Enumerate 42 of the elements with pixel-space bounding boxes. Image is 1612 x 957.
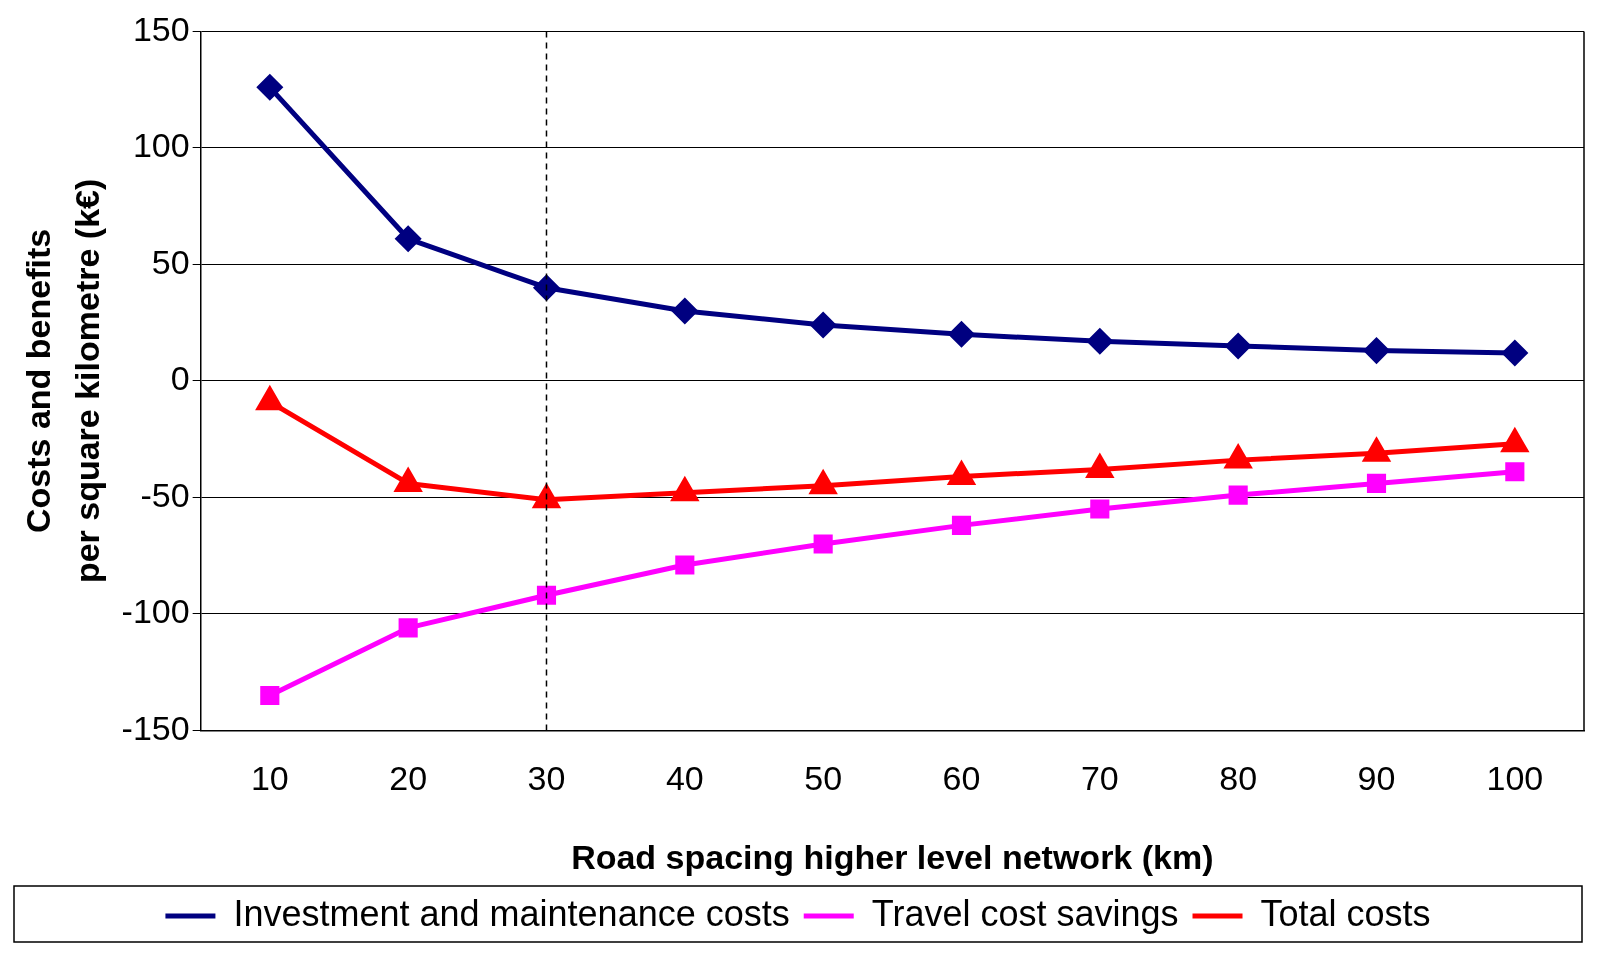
x-tick-label: 40 xyxy=(665,759,704,798)
y-tick-label: -50 xyxy=(140,475,190,514)
x-tick-label: 80 xyxy=(1219,759,1258,798)
y-tick-label: 150 xyxy=(132,9,190,48)
point xyxy=(1228,485,1248,505)
point xyxy=(533,275,559,301)
point xyxy=(1090,499,1110,519)
point xyxy=(395,226,421,252)
point xyxy=(1505,462,1525,482)
point xyxy=(398,618,418,638)
point xyxy=(675,555,695,575)
x-tick-label: 50 xyxy=(804,759,843,798)
x-tick-label: 10 xyxy=(250,759,289,798)
point xyxy=(1366,473,1387,493)
y-tick-label: 0 xyxy=(170,359,190,398)
point xyxy=(1364,338,1389,364)
y-tick-label: 100 xyxy=(132,126,190,165)
y-axis-title: Costs and benefits per square kilometre (k€) xyxy=(19,178,107,584)
legend-label: Total costs xyxy=(1260,892,1431,934)
point xyxy=(536,585,557,605)
y-tick-label: -100 xyxy=(121,592,190,631)
point xyxy=(672,298,698,324)
x-axis-title: Road spacing higher level network (km) xyxy=(571,837,1214,876)
x-tick-label: 60 xyxy=(942,759,981,798)
y-tick-label: -150 xyxy=(121,708,190,747)
x-tick-label: 70 xyxy=(1080,759,1119,798)
point xyxy=(951,515,972,535)
x-tick-label: 30 xyxy=(527,759,566,798)
point xyxy=(810,312,836,338)
legend-label: Investment and maintenance costs xyxy=(233,892,790,934)
point xyxy=(1087,328,1113,354)
point xyxy=(813,534,833,554)
point xyxy=(948,321,974,347)
point xyxy=(257,74,283,100)
point xyxy=(1225,333,1251,359)
x-tick-label: 20 xyxy=(389,759,428,798)
x-tick-label: 100 xyxy=(1486,759,1544,798)
point xyxy=(260,685,280,706)
point xyxy=(1502,340,1528,366)
legend-label: Travel cost savings xyxy=(871,892,1179,934)
y-tick-label: 50 xyxy=(151,242,190,281)
x-tick-label: 90 xyxy=(1357,759,1396,798)
